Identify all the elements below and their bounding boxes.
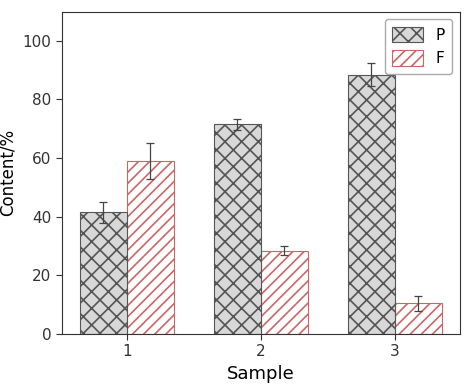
Bar bbox=[127, 161, 173, 334]
Bar bbox=[395, 303, 442, 334]
Legend: P, F: P, F bbox=[385, 19, 452, 74]
Bar bbox=[80, 212, 127, 334]
X-axis label: Sample: Sample bbox=[227, 365, 294, 383]
Y-axis label: Content/%: Content/% bbox=[0, 129, 17, 216]
Bar bbox=[348, 74, 395, 334]
Bar bbox=[214, 124, 261, 334]
Bar bbox=[261, 250, 308, 334]
